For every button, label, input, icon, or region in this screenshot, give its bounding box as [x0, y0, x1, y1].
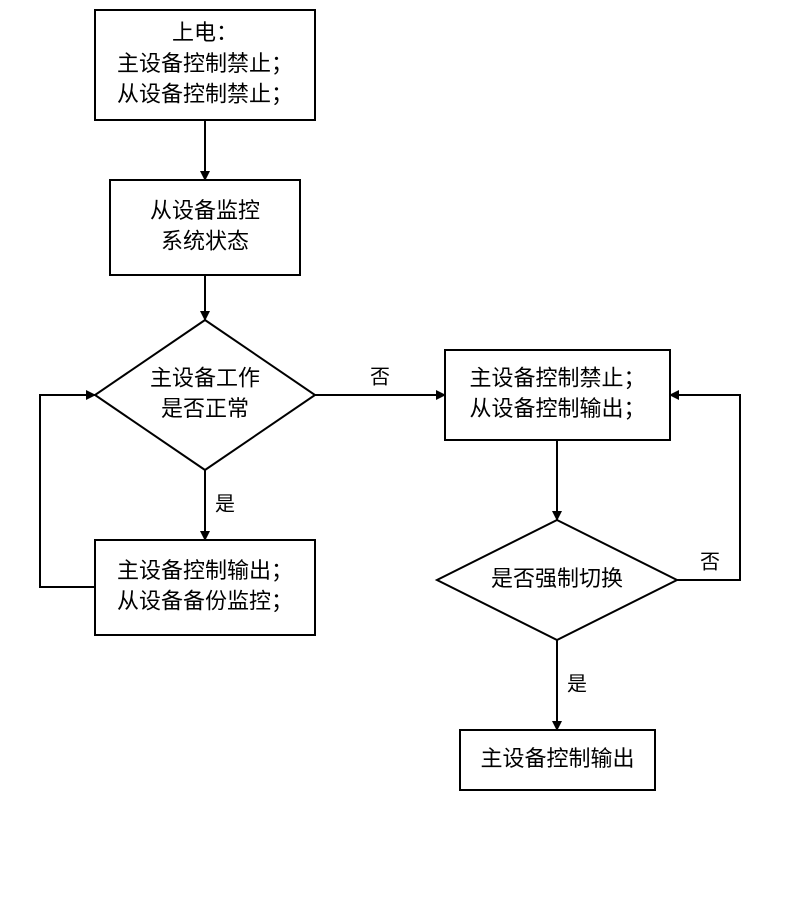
node-n5: 主设备控制禁止； 从设备控制输出； [445, 350, 670, 440]
node-n7: 主设备控制输出 [460, 730, 655, 790]
node-n4-line-1: 从设备备份监控； [117, 589, 293, 614]
node-n4-line-0: 主设备控制输出； [117, 558, 293, 583]
edge-label-e3: 是 [215, 493, 235, 515]
node-n1: 上电： 主设备控制禁止； 从设备控制禁止； [95, 10, 315, 120]
node-n3-line-1: 是否正常 [161, 396, 249, 421]
node-n3-line-0: 主设备工作 [150, 365, 260, 390]
node-n5-line-0: 主设备控制禁止； [469, 365, 645, 390]
node-n5-line-1: 从设备控制输出； [469, 396, 645, 421]
edge-label-e5: 否 [370, 366, 390, 388]
node-n4: 主设备控制输出； 从设备备份监控； [95, 540, 315, 635]
node-n2-line-0: 从设备监控 [150, 198, 260, 223]
node-n6-line-0: 是否强制切换 [491, 566, 623, 591]
edge-label-e8: 是 [567, 673, 587, 695]
node-n2-line-1: 系统状态 [161, 229, 249, 254]
node-n1-line-2: 从设备控制禁止； [117, 82, 293, 107]
node-n1-line-0: 上电： [172, 20, 238, 45]
node-n7-line-0: 主设备控制输出 [480, 746, 634, 771]
flowchart-container: 是否否是上电：主设备控制禁止；从设备控制禁止；从设备监控系统状态主设备工作是否正… [0, 0, 800, 903]
edge-label-e7: 否 [700, 551, 720, 573]
node-n1-line-1: 主设备控制禁止； [117, 51, 293, 76]
node-n2: 从设备监控系统状态 [110, 180, 300, 275]
